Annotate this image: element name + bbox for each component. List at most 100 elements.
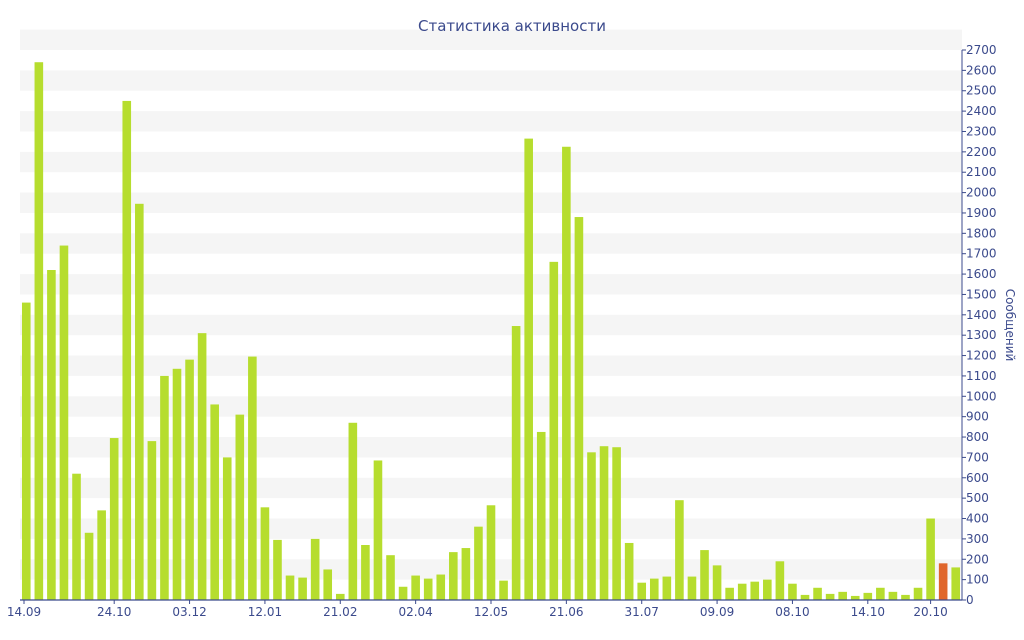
bar	[109, 438, 119, 600]
bar	[210, 404, 219, 600]
bar	[423, 578, 433, 600]
bar	[700, 550, 709, 600]
y-tick-label: 400	[966, 512, 989, 526]
x-tick-label: 14.09	[7, 605, 41, 619]
grid-band	[20, 70, 962, 91]
y-tick-label: 1400	[966, 308, 997, 322]
grid-band	[20, 111, 962, 132]
y-tick-label: 2600	[966, 63, 997, 77]
y-tick-label: 2400	[966, 104, 997, 118]
bar	[361, 545, 370, 600]
y-tick-label: 1900	[966, 206, 997, 220]
bar	[612, 447, 621, 600]
bar	[524, 138, 533, 600]
bar	[298, 577, 307, 600]
bar	[536, 431, 546, 600]
bar	[185, 359, 194, 600]
bar	[675, 500, 684, 600]
bar	[725, 587, 734, 600]
bar	[122, 100, 132, 600]
grid-band	[20, 274, 962, 295]
bar	[850, 595, 860, 600]
bar	[499, 580, 508, 600]
y-tick-label: 600	[966, 471, 989, 485]
grid-band	[20, 355, 962, 376]
y-ticks: 0 100 200 300 400 500 600 700 800 900 1000 1100 1200…	[962, 43, 997, 607]
bar	[160, 375, 169, 600]
bar	[474, 526, 483, 600]
x-tick-label: 12.01	[248, 605, 282, 619]
x-tick-label: 12.05	[474, 605, 508, 619]
y-tick-label: 2300	[966, 124, 997, 138]
bar	[335, 593, 345, 600]
bar	[687, 576, 697, 600]
bar	[913, 587, 923, 600]
bar	[587, 452, 596, 600]
bar	[624, 542, 634, 600]
bar	[248, 356, 257, 600]
y-tick-label: 500	[966, 491, 989, 505]
bar	[863, 592, 873, 600]
bar	[47, 270, 56, 600]
bar	[574, 217, 584, 600]
bar	[84, 532, 94, 600]
y-tick-label: 300	[966, 532, 989, 546]
bar	[813, 587, 822, 600]
x-tick-label: 08.10	[775, 605, 809, 619]
bar	[649, 578, 659, 600]
bar	[712, 565, 722, 600]
bar	[449, 552, 458, 600]
x-tick-label: 20.10	[913, 605, 947, 619]
y-axis-label: Сообщений	[1003, 289, 1017, 362]
bar	[21, 302, 31, 600]
bar	[562, 146, 571, 600]
y-tick-label: 2700	[966, 43, 997, 57]
bar	[285, 575, 295, 600]
bar	[800, 594, 810, 600]
bar	[197, 333, 207, 600]
bar	[436, 574, 446, 600]
bar	[97, 510, 106, 600]
bar	[373, 460, 383, 600]
y-tick-label: 1200	[966, 349, 997, 363]
bar	[838, 591, 847, 600]
bar	[386, 555, 395, 600]
y-tick-label: 2500	[966, 84, 997, 98]
bar-current	[938, 563, 948, 600]
x-tick-label: 21.06	[549, 605, 583, 619]
x-tick-label: 24.10	[97, 605, 131, 619]
bar	[461, 548, 471, 600]
chart-title: Статистика активности	[418, 17, 606, 35]
bar	[348, 422, 358, 600]
bar	[549, 261, 559, 600]
grid-bands	[20, 29, 962, 580]
y-tick-label: 2100	[966, 165, 997, 179]
y-tick-label: 1600	[966, 267, 997, 281]
x-tick-label: 03.12	[172, 605, 206, 619]
y-tick-label: 0	[966, 593, 974, 607]
bar	[172, 368, 182, 600]
bar	[750, 581, 760, 600]
bar	[876, 587, 885, 600]
bar	[599, 446, 609, 600]
bar	[637, 582, 647, 600]
bar	[273, 539, 282, 600]
bar	[310, 538, 320, 600]
bar	[260, 507, 270, 600]
bar	[486, 505, 496, 600]
bar	[34, 62, 44, 600]
bars-group	[21, 62, 961, 601]
bar	[59, 245, 69, 601]
bar	[763, 579, 772, 600]
x-tick-label: 31.07	[625, 605, 659, 619]
y-tick-label: 900	[966, 410, 989, 424]
y-tick-label: 1300	[966, 328, 997, 342]
y-tick-label: 1000	[966, 389, 997, 403]
bar	[926, 518, 935, 600]
bar	[323, 569, 333, 600]
bar	[901, 594, 910, 600]
y-tick-label: 1100	[966, 369, 997, 383]
grid-band	[20, 151, 962, 173]
bar	[72, 473, 81, 600]
bar	[737, 583, 747, 600]
